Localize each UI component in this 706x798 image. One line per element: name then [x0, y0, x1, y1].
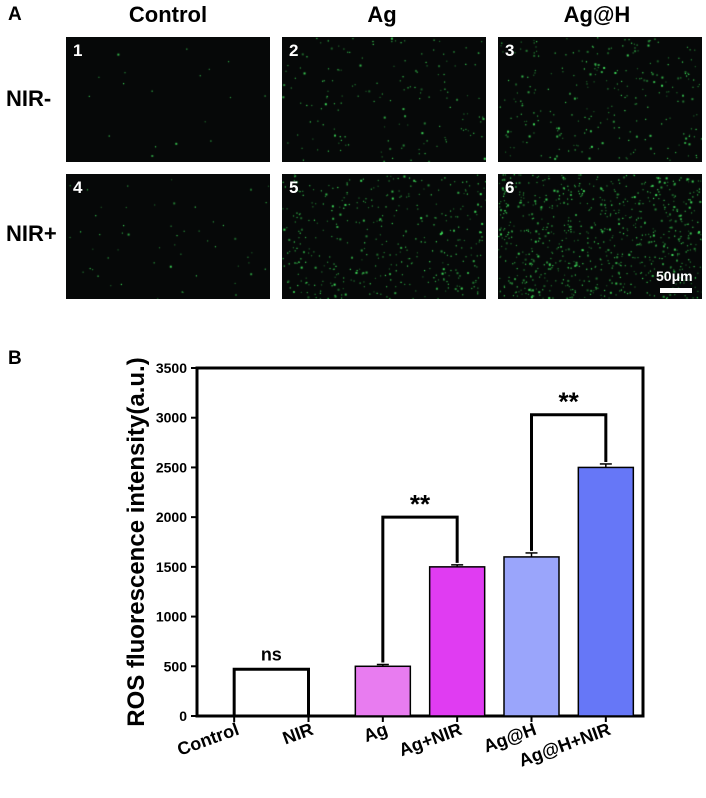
bar-ag-h [503, 556, 560, 717]
significance-bracket [232, 667, 310, 716]
micrograph-5: 5 [282, 174, 486, 299]
micrograph-5-number: 5 [289, 178, 299, 197]
y-axis-label: ROS fluorescence intensity(a.u.) [123, 357, 150, 726]
significance-bracket [381, 515, 459, 663]
x-tick-label: Ag [361, 719, 390, 746]
significance-label: ns [261, 644, 282, 664]
x-tick-label: NIR [280, 719, 316, 748]
y-tick-label: 1000 [156, 609, 187, 625]
y-tick-label: 0 [179, 708, 187, 724]
micrograph-6: 6 50μm [498, 174, 702, 299]
micrograph-6-canvas [498, 174, 702, 299]
panel-b-label: B [8, 348, 22, 369]
significance-label: ** [559, 387, 580, 417]
micrograph-2-number: 2 [289, 41, 299, 60]
y-tick-label: 1500 [156, 559, 187, 575]
significance-label: ** [410, 489, 431, 519]
y-tick-label: 500 [164, 658, 188, 674]
micrograph-3: 3 [498, 37, 702, 162]
micrograph-4: 4 [66, 174, 270, 299]
bar-ag-h-nir [577, 466, 635, 717]
micrograph-4-canvas [66, 174, 270, 299]
bar-ag [354, 665, 412, 717]
micrograph-1: 1 [66, 37, 270, 162]
y-tick-label: 3500 [156, 360, 187, 376]
plot-frame [195, 366, 645, 718]
bar-ag-nir [428, 566, 486, 717]
y-tick-label: 2500 [156, 459, 187, 475]
micrograph-4-number: 4 [73, 178, 83, 197]
micrograph-1-canvas [66, 37, 270, 162]
micrograph-2-canvas [282, 37, 486, 162]
micrograph-2: 2 [282, 37, 486, 162]
y-tick-label: 3000 [156, 410, 187, 426]
column-header-ag: Ag [367, 2, 397, 27]
x-tick-label: Ag+NIR [396, 719, 464, 760]
row-label-nir-plus: NIR+ [6, 221, 57, 246]
scale-bar-label: 50μm [656, 268, 693, 284]
micrograph-3-number: 3 [505, 41, 515, 60]
row-label-nir-minus: NIR- [6, 86, 52, 111]
panel-a-label: A [8, 4, 22, 25]
column-header-ag-h: Ag@H [563, 2, 631, 27]
micrograph-1-number: 1 [73, 41, 83, 60]
significance-bracket [530, 413, 608, 551]
y-tick-label: 2000 [156, 509, 187, 525]
micrograph-3-canvas [498, 37, 702, 162]
micrograph-5-canvas [282, 174, 486, 299]
scale-bar [660, 288, 692, 293]
column-header-control: Control [128, 2, 208, 27]
x-tick-label: Control [175, 719, 242, 760]
micrograph-6-number: 6 [505, 178, 515, 197]
